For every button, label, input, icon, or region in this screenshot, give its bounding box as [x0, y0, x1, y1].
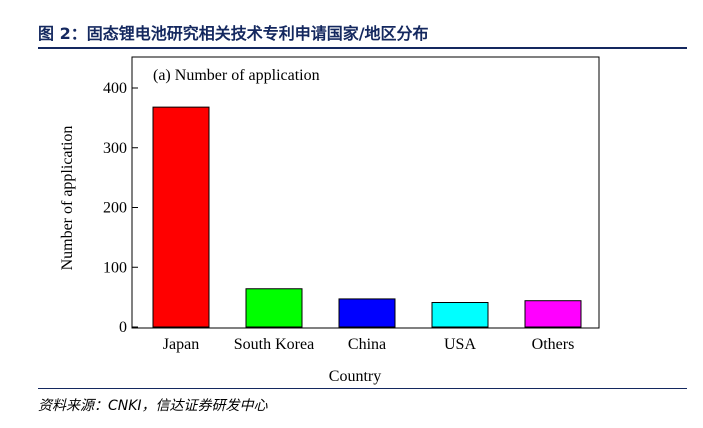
x-tick-label: China — [348, 336, 386, 353]
title-rule — [38, 47, 687, 49]
source-rule — [38, 388, 687, 389]
plot-frame — [131, 56, 600, 329]
source-note: 资料来源：CNKI，信达证券研发中心 — [38, 398, 268, 414]
y-tick-label: 100 — [103, 259, 127, 276]
x-axis-label: Country — [329, 368, 381, 385]
x-tick-label: Japan — [163, 336, 199, 353]
chart-title: (a) Number of application — [153, 67, 320, 84]
bars — [152, 106, 582, 328]
x-tick-label: South Korea — [234, 336, 314, 353]
bar-usa — [431, 302, 489, 328]
x-axis: Japan South Korea China USA Others — [163, 336, 575, 353]
y-tick-label: 200 — [103, 200, 127, 217]
y-tick-label: 300 — [103, 140, 127, 157]
y-tick-label: 0 — [119, 319, 127, 336]
bar-japan — [152, 106, 210, 328]
bar-others — [524, 300, 582, 328]
bar-south-korea — [245, 288, 303, 328]
y-tick-label: 400 — [103, 80, 127, 97]
bar-china — [338, 298, 396, 328]
x-tick-label: Others — [532, 336, 575, 353]
y-axis: 0 100 200 300 400 — [103, 80, 138, 336]
x-tick-label: USA — [444, 336, 476, 353]
y-axis-label: Number of application — [59, 126, 76, 271]
figure-title: 图 2：固态锂电池研究相关技术专利申请国家/地区分布 — [38, 24, 429, 43]
